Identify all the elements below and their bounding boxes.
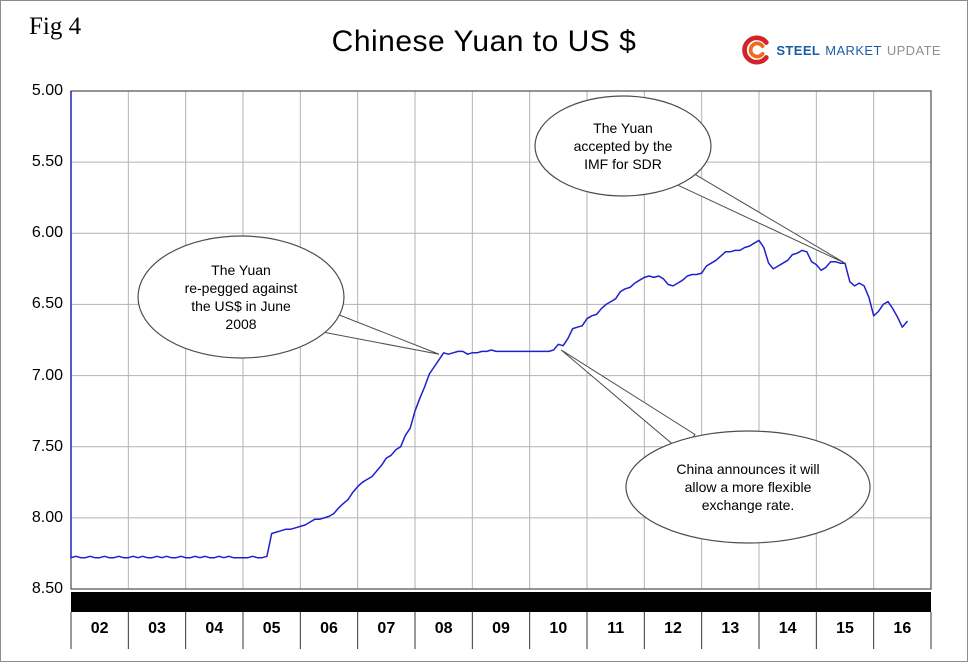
x-axis-year-label: 05 — [262, 620, 281, 637]
x-axis-year-label: 08 — [434, 620, 453, 637]
x-axis-year-label: 13 — [721, 620, 740, 637]
y-axis-tick-label: 7.50 — [31, 437, 63, 455]
x-axis-year-label: 10 — [549, 620, 568, 637]
y-axis-tick-label: 7.00 — [31, 366, 63, 384]
x-axis-year-label: 06 — [320, 620, 338, 637]
figure-number: Fig 4 — [29, 13, 82, 40]
x-axis-year-label: 03 — [148, 620, 166, 637]
logo-text-update: UPDATE — [886, 42, 941, 58]
y-axis-tick-label: 6.00 — [31, 224, 63, 242]
logo-text-steel: STEEL — [776, 42, 821, 58]
x-axis-year-label: 16 — [893, 620, 912, 637]
x-axis-year-label: 14 — [778, 620, 797, 637]
x-axis-year-label: 15 — [836, 620, 854, 637]
y-axis-tick-label: 5.00 — [31, 82, 63, 99]
x-axis-year-label: 02 — [90, 620, 109, 637]
steel-market-update-logo-icon — [741, 35, 771, 65]
x-axis-year-label: 12 — [664, 620, 682, 637]
x-axis-year-label: 11 — [607, 620, 625, 637]
logo-text-market: MARKET — [825, 42, 882, 58]
y-axis-tick-label: 6.50 — [31, 295, 63, 313]
x-axis-year-label: 09 — [492, 620, 510, 637]
y-axis-tick-label: 8.50 — [31, 580, 63, 597]
y-axis-tick-label: 5.50 — [31, 153, 63, 171]
chart-title: Chinese Yuan to US $ — [331, 25, 637, 58]
y-axis-tick-label: 8.00 — [31, 508, 63, 526]
steel-market-update-logo: STEEL MARKET UPDATE — [741, 35, 941, 65]
x-axis-year-label: 04 — [205, 620, 224, 637]
x-axis-year-label: 07 — [377, 620, 396, 637]
